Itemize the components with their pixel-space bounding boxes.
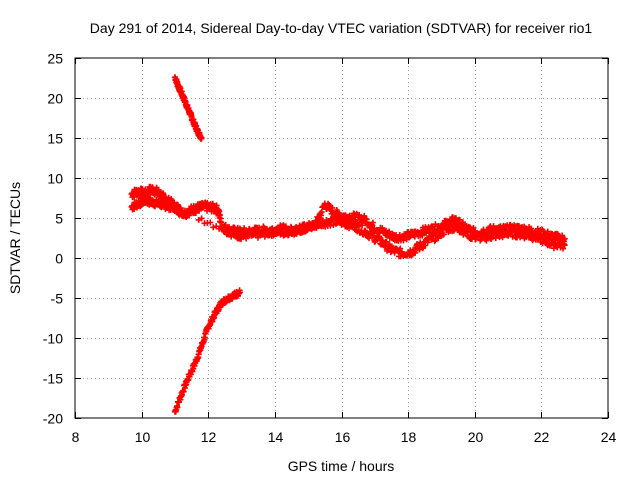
data-point (397, 245, 404, 252)
y-tick-label: -10 (43, 331, 63, 347)
data-point (192, 210, 199, 216)
y-tick-label: 20 (47, 91, 63, 107)
data-point (186, 209, 193, 216)
x-tick-label: 18 (401, 429, 417, 445)
y-tick-label: 5 (55, 211, 63, 227)
series-arc-low (171, 287, 243, 415)
tick-labels: 8 10 12 14 16 18 20 22 24 -20 -15 -10 -5 0 5 10 15 20 25 (43, 51, 617, 446)
data-point (470, 224, 477, 231)
data-point (386, 228, 393, 235)
data-point (560, 245, 566, 252)
data-point (210, 224, 217, 231)
x-tick-label: 14 (268, 429, 284, 445)
data-point (178, 209, 185, 216)
data-point (376, 234, 383, 241)
x-tick-label: 10 (135, 429, 151, 445)
y-tick-label: 0 (55, 251, 63, 267)
x-tick-label: 24 (601, 429, 617, 445)
data-point (198, 215, 205, 222)
y-tick-label: -20 (43, 411, 63, 427)
data-point (243, 235, 250, 242)
data-point (235, 229, 241, 235)
data-point (313, 223, 320, 230)
y-tick-label: -15 (43, 371, 63, 387)
chart-title: Day 291 of 2014, Sidereal Day-to-day VTE… (90, 20, 593, 36)
data-point (432, 237, 439, 243)
data-point (285, 232, 292, 238)
data-point (236, 289, 243, 296)
x-tick-label: 12 (201, 429, 217, 445)
data-point (544, 228, 551, 235)
x-tick-label: 22 (534, 429, 550, 445)
data-point (207, 219, 214, 226)
series-arc-high (171, 74, 205, 142)
plot-frame (74, 57, 609, 419)
data-point (363, 216, 370, 223)
y-tick-label: 25 (47, 51, 63, 67)
data-point (440, 231, 447, 238)
x-axis-label: GPS time / hours (288, 458, 395, 474)
data-point (308, 226, 315, 233)
data-point (561, 235, 568, 242)
data-point (174, 201, 181, 208)
data-point (352, 218, 359, 225)
data-point (400, 237, 407, 244)
data-point (198, 135, 205, 141)
data-point (180, 388, 187, 395)
grid-lines (75, 58, 608, 418)
data-point (383, 239, 390, 245)
y-axis-label: SDTVAR / TECUs (7, 182, 23, 294)
x-tick-label: 16 (335, 429, 351, 445)
series-main-b (128, 193, 568, 245)
data-point (174, 404, 181, 411)
x-tick-label: 8 (72, 429, 80, 445)
data-point (369, 219, 376, 226)
x-tick-label: 20 (468, 429, 484, 445)
y-tick-label: 15 (47, 131, 63, 147)
y-tick-label: -5 (51, 291, 64, 307)
data-series (128, 74, 568, 415)
y-tick-label: 10 (47, 171, 63, 187)
axis-ticks (75, 58, 609, 419)
